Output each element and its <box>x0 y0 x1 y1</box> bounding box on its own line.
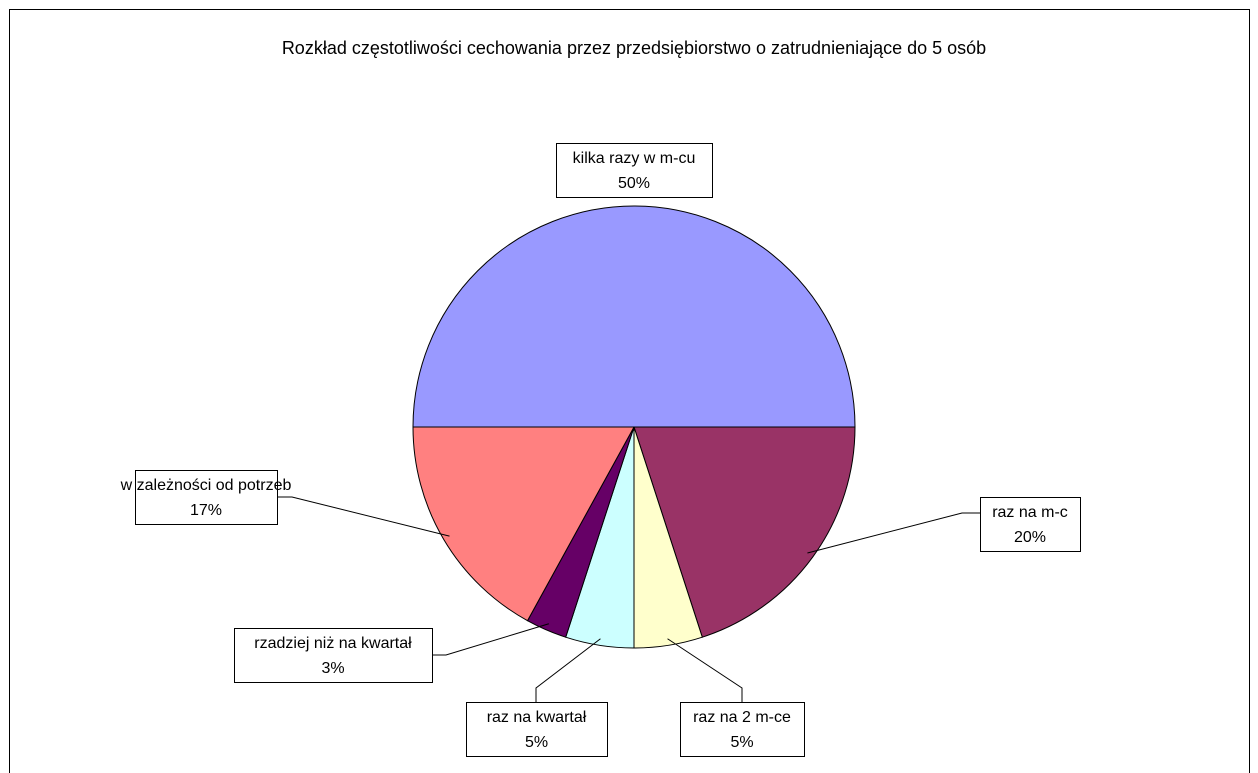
slice-value-label: 3% <box>321 660 344 677</box>
leader-line <box>535 638 601 702</box>
label-box <box>466 702 608 757</box>
slice-label: raz na 2 m-ce <box>693 709 791 726</box>
slice-value-label: 20% <box>1014 529 1046 546</box>
slice-label: raz na kwartał <box>487 709 587 726</box>
leader-line <box>277 496 450 537</box>
label-box <box>135 470 278 525</box>
leader-line <box>667 638 743 702</box>
pie-slice <box>412 205 856 428</box>
leader-line <box>432 623 550 656</box>
slice-label: raz na m-c <box>992 504 1068 521</box>
pie-slice <box>412 426 635 622</box>
slice-value-label: 50% <box>618 175 650 192</box>
label-box <box>980 497 1081 552</box>
pie-slice <box>633 426 856 638</box>
label-box <box>556 143 713 198</box>
slice-value-label: 17% <box>190 502 222 519</box>
chart-title: Rozkład częstotliwości cechowania przez … <box>282 38 986 58</box>
label-box <box>680 702 805 757</box>
leader-line <box>807 512 980 554</box>
slice-label: w zależności od potrzeb <box>120 477 292 494</box>
label-box <box>234 628 433 683</box>
slice-label: kilka razy w m-cu <box>573 150 696 167</box>
slice-value-label: 5% <box>525 734 548 751</box>
slice-value-label: 5% <box>730 734 753 751</box>
slice-label: rzadziej niż na kwartał <box>254 635 412 652</box>
